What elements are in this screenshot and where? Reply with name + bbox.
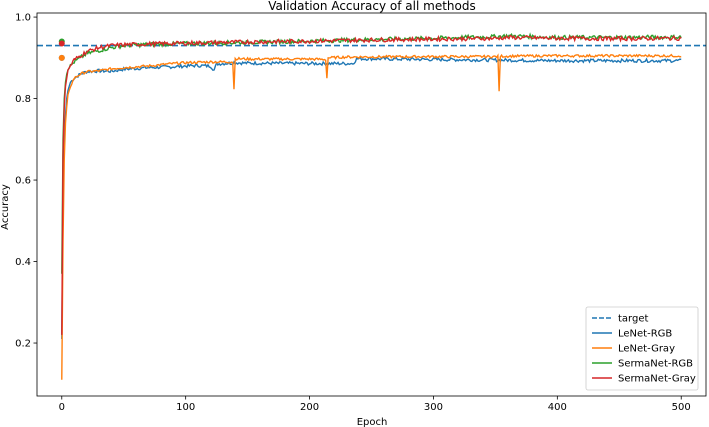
y-tick-label: 0.4 xyxy=(15,257,31,268)
legend-label-sermanet-rgb: SermaNet-RGB xyxy=(618,359,693,370)
x-axis-label: Epoch xyxy=(357,417,388,427)
x-tick-label: 0 xyxy=(59,402,65,413)
y-tick-label: 0.8 xyxy=(15,94,31,105)
chart-title: Validation Accuracy of all methods xyxy=(268,0,475,13)
y-tick-label: 1.0 xyxy=(15,13,31,24)
x-tick-label: 200 xyxy=(300,402,319,413)
x-tick-label: 100 xyxy=(176,402,195,413)
legend-label-lenet-rgb: LeNet-RGB xyxy=(618,329,672,340)
series-line-lenet-rgb xyxy=(61,56,682,339)
series-line-lenet-gray xyxy=(61,53,682,380)
legend-label-lenet-gray: LeNet-Gray xyxy=(618,344,675,355)
y-tick-label: 0.2 xyxy=(15,339,31,350)
series-layer xyxy=(37,32,706,380)
start-marker-lenet-gray xyxy=(58,54,65,61)
start-marker-sermanet-gray xyxy=(58,40,65,47)
series-line-sermanet-gray xyxy=(61,34,682,335)
legend: target LeNet-RGB LeNet-Gray SermaNet-RGB Ser… xyxy=(585,306,699,391)
y-axis-label: Accuracy xyxy=(0,184,11,230)
x-tick-label: 500 xyxy=(672,402,691,413)
plot-frame xyxy=(36,12,707,397)
legend-box xyxy=(585,306,699,391)
x-tick-label: 400 xyxy=(548,402,567,413)
x-tick-label: 300 xyxy=(424,402,443,413)
legend-label-sermanet-gray: SermaNet-Gray xyxy=(618,374,696,385)
series-line-sermanet-rgb xyxy=(61,32,682,274)
legend-label-target: target xyxy=(618,314,648,325)
y-tick-label: 0.6 xyxy=(15,176,31,187)
